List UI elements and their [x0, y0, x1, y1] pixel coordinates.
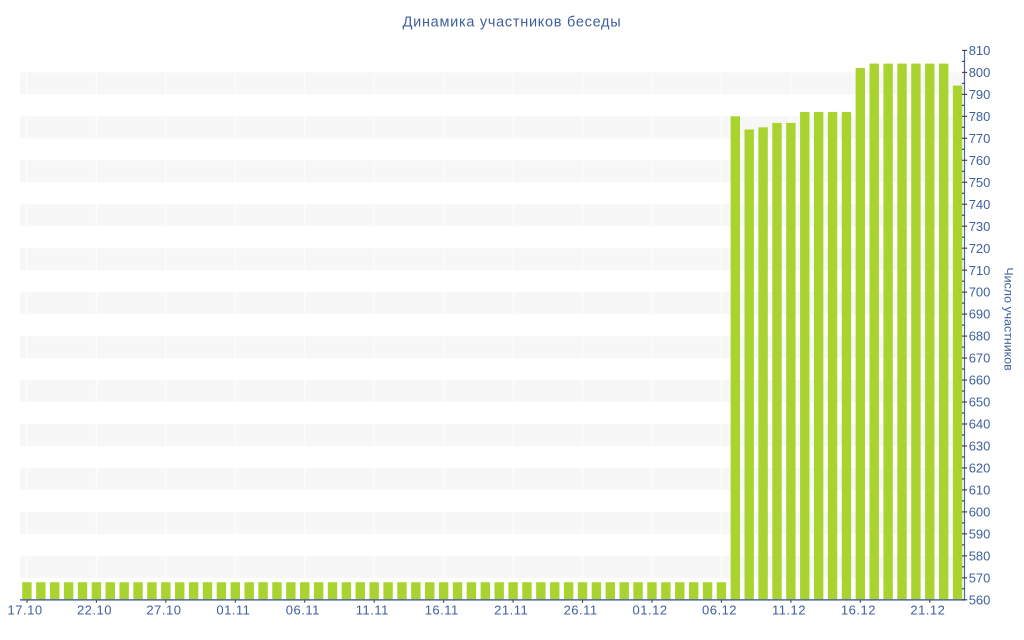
- svg-text:16.12: 16.12: [841, 603, 876, 618]
- svg-text:600: 600: [969, 505, 991, 520]
- svg-text:590: 590: [969, 526, 991, 541]
- svg-text:26.11: 26.11: [564, 603, 598, 618]
- svg-text:630: 630: [969, 439, 991, 454]
- svg-text:06.11: 06.11: [286, 603, 320, 618]
- svg-text:710: 710: [969, 263, 991, 278]
- svg-text:680: 680: [969, 329, 991, 344]
- svg-text:770: 770: [969, 131, 991, 146]
- svg-text:560: 560: [969, 592, 991, 607]
- svg-text:660: 660: [969, 373, 991, 388]
- svg-text:21.11: 21.11: [494, 603, 528, 618]
- svg-text:690: 690: [969, 307, 991, 322]
- svg-text:640: 640: [969, 417, 991, 432]
- svg-text:730: 730: [969, 219, 991, 234]
- svg-text:01.12: 01.12: [633, 603, 668, 618]
- svg-text:Динамика участников беседы: Динамика участников беседы: [403, 15, 622, 31]
- svg-text:650: 650: [969, 395, 991, 410]
- svg-text:16.11: 16.11: [425, 603, 459, 618]
- svg-text:570: 570: [969, 570, 991, 585]
- svg-text:Число участников: Число участников: [1001, 267, 1015, 371]
- svg-text:17.10: 17.10: [8, 603, 43, 618]
- svg-text:760: 760: [969, 153, 991, 168]
- svg-text:580: 580: [969, 548, 991, 563]
- svg-text:01.11: 01.11: [216, 603, 250, 618]
- svg-text:800: 800: [969, 65, 991, 80]
- svg-text:670: 670: [969, 351, 991, 366]
- svg-text:620: 620: [969, 461, 991, 476]
- svg-text:21.12: 21.12: [910, 603, 945, 618]
- svg-text:27.10: 27.10: [146, 603, 181, 618]
- svg-text:610: 610: [969, 483, 991, 498]
- svg-text:790: 790: [969, 87, 991, 102]
- svg-text:11.11: 11.11: [356, 603, 389, 618]
- svg-text:720: 720: [969, 241, 991, 256]
- svg-text:780: 780: [969, 109, 991, 124]
- svg-text:06.12: 06.12: [702, 603, 737, 618]
- svg-text:750: 750: [969, 175, 991, 190]
- svg-text:22.10: 22.10: [77, 603, 112, 618]
- svg-text:810: 810: [969, 43, 991, 58]
- svg-text:11.12: 11.12: [772, 603, 806, 618]
- svg-text:740: 740: [969, 197, 991, 212]
- svg-text:700: 700: [969, 285, 991, 300]
